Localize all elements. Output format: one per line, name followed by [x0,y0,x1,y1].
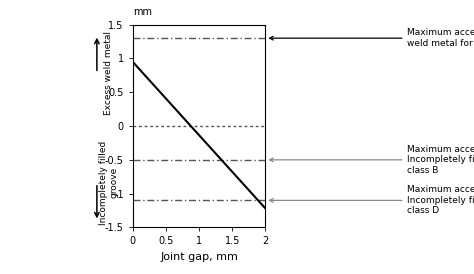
Text: mm: mm [133,7,152,16]
Text: Maximum acceptable excess
weld metal for class B: Maximum acceptable excess weld metal for… [270,28,474,48]
Text: Maximum acceptable
Incompletely filled groove for
class D: Maximum acceptable Incompletely filled g… [270,185,474,215]
Text: Maximum acceptable
Incompletely filled groove for
class B: Maximum acceptable Incompletely filled g… [270,145,474,175]
X-axis label: Joint gap, mm: Joint gap, mm [160,252,238,262]
Text: Excess weld metal: Excess weld metal [104,31,113,115]
Text: Incompletely filled
groove: Incompletely filled groove [99,141,118,225]
